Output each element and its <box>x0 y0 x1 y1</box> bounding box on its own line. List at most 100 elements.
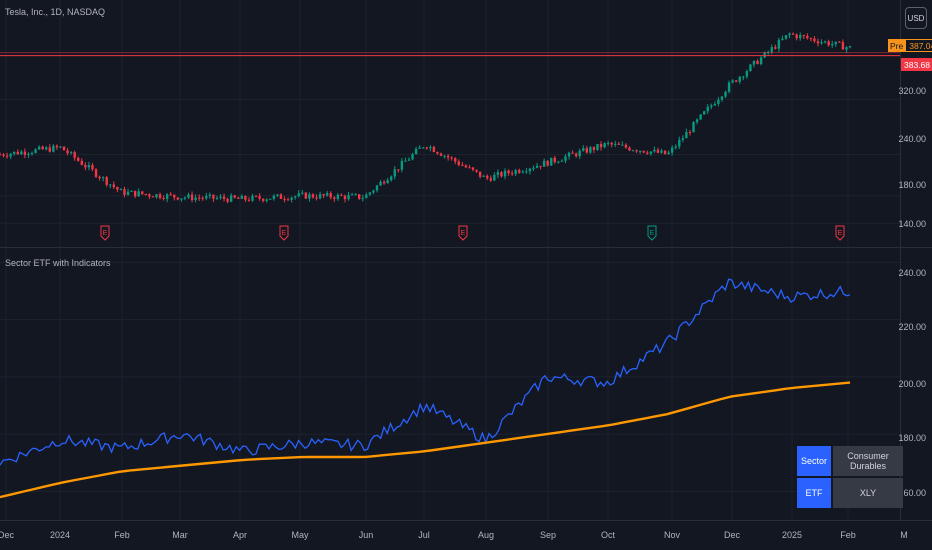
candle-body <box>816 41 820 44</box>
price-pane[interactable]: E E E E E Tesla, Inc., 1D, NASDAQ <box>0 0 900 247</box>
candle-body <box>710 105 713 107</box>
candle-body <box>510 173 514 175</box>
candle-body <box>336 194 340 200</box>
candle-body <box>361 198 364 200</box>
candle-body <box>329 193 332 198</box>
candle-body <box>2 154 5 156</box>
candle-body <box>386 180 389 184</box>
candle-body <box>731 80 734 83</box>
candle-body <box>727 82 731 92</box>
candle-body <box>258 196 261 199</box>
candle-body <box>734 80 738 82</box>
candle-body <box>770 47 773 52</box>
time-label: Feb <box>840 530 856 540</box>
candle-body <box>205 195 208 199</box>
candle-body <box>180 198 183 200</box>
candle-body <box>432 146 436 152</box>
earnings-marker-shape <box>279 225 289 241</box>
candle-body <box>133 190 137 197</box>
candle-body <box>368 192 372 195</box>
time-label: Feb <box>114 530 130 540</box>
candle-body <box>358 194 361 199</box>
candle-body <box>247 199 251 201</box>
candle-body <box>706 106 709 112</box>
time-label: M <box>900 530 908 540</box>
candle-body <box>464 165 468 168</box>
indicator-pane[interactable] <box>0 248 900 520</box>
candle-body <box>614 143 617 145</box>
candle-body <box>653 149 656 152</box>
time-label: Jun <box>358 530 374 540</box>
price-axis[interactable]: 320.00 240.00 180.00 140.00 <box>898 0 932 247</box>
earnings-marker-label: E <box>650 230 655 237</box>
candle-body <box>48 147 51 152</box>
candle-body <box>94 169 98 177</box>
time-label: Apr <box>232 530 248 540</box>
candle-body <box>763 52 766 58</box>
candle-body <box>187 194 190 198</box>
candle-body <box>685 132 688 139</box>
candle-body <box>841 42 845 50</box>
candle-body <box>197 197 201 199</box>
last-price-tag: 383.68 <box>901 58 932 71</box>
candle-body <box>788 33 791 36</box>
candle-body <box>23 151 27 155</box>
candle-body <box>425 147 428 149</box>
earnings-marker-shape <box>100 225 110 241</box>
candle-body <box>208 194 212 196</box>
candle-body <box>343 195 347 200</box>
candle-body <box>560 160 564 162</box>
candle-body <box>699 114 702 120</box>
candle-body <box>443 155 446 157</box>
candle-body <box>702 111 706 115</box>
candle-body <box>16 151 19 155</box>
candle-body <box>365 194 368 199</box>
candle-body <box>660 150 663 153</box>
candle-body <box>375 185 379 191</box>
earnings-marker: E <box>279 225 289 241</box>
candle-body <box>717 99 720 104</box>
indicator-axis[interactable]: 240.00 220.00 200.00 180.00 160.00 <box>898 248 932 520</box>
indicator-axis-label: 220.00 <box>898 322 926 332</box>
candle-body <box>165 194 169 200</box>
candle-body <box>304 192 308 199</box>
candle-body <box>429 146 432 149</box>
candle-body <box>290 197 293 200</box>
candle-body <box>194 197 197 201</box>
candle-body <box>450 157 453 159</box>
pane-divider[interactable] <box>0 247 932 248</box>
etf-series-line <box>0 278 851 466</box>
candle-body <box>454 158 457 162</box>
candle-body <box>592 147 596 150</box>
etf-row: ETF XLY <box>797 478 904 508</box>
candle-body <box>30 152 34 154</box>
candle-body <box>52 145 55 152</box>
candle-body <box>422 147 425 149</box>
candle-body <box>582 148 585 151</box>
candle-body <box>169 194 172 196</box>
candle-body <box>244 195 247 200</box>
time-label: 2025 <box>781 530 803 540</box>
candle-body <box>681 138 685 140</box>
candle-body <box>557 161 560 163</box>
candle-body <box>752 60 756 65</box>
candle-body <box>827 41 830 46</box>
currency-button[interactable]: USD <box>905 7 927 29</box>
candle-body <box>446 155 450 158</box>
candle-body <box>37 146 41 150</box>
candle-body <box>414 148 418 155</box>
price-axis-label: 180.00 <box>898 180 926 190</box>
candle-body <box>845 47 848 50</box>
candle-body <box>813 38 816 42</box>
candle-body <box>535 165 539 168</box>
candle-body <box>781 38 784 40</box>
candle-body <box>144 193 148 195</box>
price-axis-label: 240.00 <box>898 134 926 144</box>
candle-body <box>222 196 226 199</box>
earnings-marker-shape <box>458 225 468 241</box>
time-axis[interactable]: Dec 2024 Feb Mar Apr May Jun Jul Aug Sep… <box>0 520 932 550</box>
candle-body <box>404 160 407 162</box>
candle-body <box>5 155 9 157</box>
